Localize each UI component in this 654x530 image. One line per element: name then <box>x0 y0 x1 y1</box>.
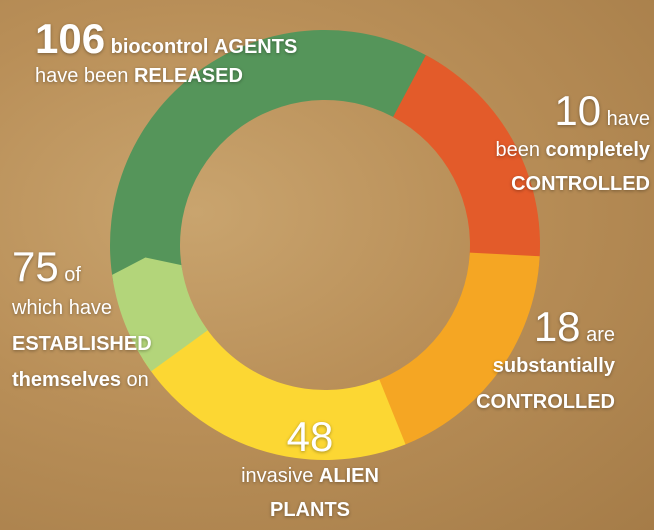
text: which have <box>12 297 113 319</box>
established-block: 75 of which have ESTABLISHED themselves … <box>12 243 152 391</box>
released-block: 106 biocontrol AGENTS have been RELEASED <box>35 15 298 87</box>
text: been <box>495 139 540 161</box>
number: 18 <box>533 303 581 350</box>
text: substantially <box>492 355 615 377</box>
text: themselves <box>12 369 121 391</box>
ring-segment <box>368 252 540 450</box>
ring-segment <box>393 55 540 280</box>
text: invasive <box>241 465 314 487</box>
text: are <box>586 324 615 346</box>
ring-segment <box>112 257 208 372</box>
completely-block: 10 have been completely CONTROLLED <box>495 87 650 195</box>
text: ALIEN <box>318 465 379 487</box>
number: 10 <box>554 87 602 134</box>
text: ESTABLISHED <box>12 333 152 355</box>
number: 48 <box>286 413 334 460</box>
text: PLANTS <box>270 499 350 521</box>
number: 106 <box>35 15 106 62</box>
text: CONTROLLED <box>476 391 615 413</box>
text: have been <box>35 65 129 87</box>
plants-block: 48 invasive ALIEN PLANTS <box>210 413 410 521</box>
text: on <box>126 369 149 391</box>
ring-segment <box>142 321 406 460</box>
text: have <box>606 108 650 130</box>
text: RELEASED <box>133 65 243 87</box>
text: of <box>64 264 81 286</box>
text: AGENTS <box>213 36 298 58</box>
text: biocontrol <box>110 36 209 58</box>
text: CONTROLLED <box>511 173 650 195</box>
ring-segment <box>109 29 439 283</box>
text: completely <box>545 139 650 161</box>
substantially-block: 18 are substantially CONTROLLED <box>476 303 615 413</box>
number: 75 <box>12 243 59 290</box>
